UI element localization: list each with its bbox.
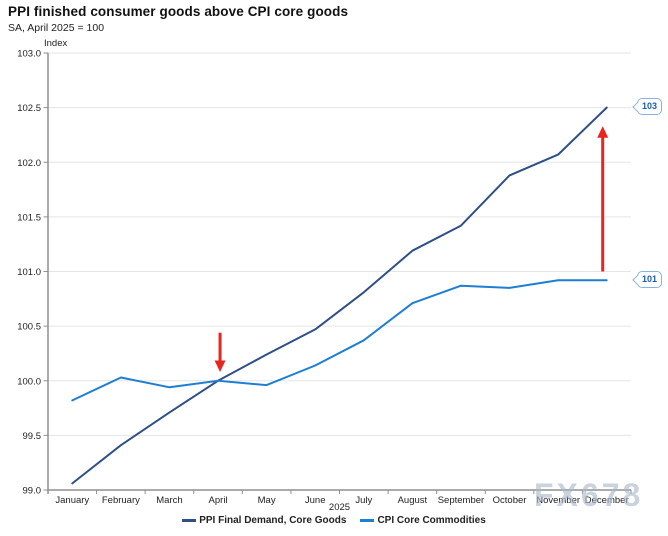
y-tick-label: 102.5	[17, 103, 41, 114]
ppi-end-value-callout: 103	[637, 98, 663, 116]
down-arrow-head	[214, 360, 226, 373]
x-tick-label: February	[102, 495, 140, 506]
legend-item-ppi: PPI Final Demand, Core Goods	[182, 515, 346, 526]
chart-title: PPI finished consumer goods above CPI co…	[8, 4, 349, 19]
up-arrow-head	[597, 126, 609, 138]
x-tick-label: April	[209, 495, 228, 506]
ppi-line-swatch	[182, 519, 197, 522]
cpi-series-line	[71, 279, 608, 402]
cpi-line-swatch	[360, 519, 375, 522]
legend-item-cpi: CPI Core Commodities	[360, 515, 486, 526]
y-tick-label: 101.0	[17, 267, 41, 278]
cpi-end-value-callout: 101	[637, 270, 663, 288]
y-tick-label: 99.5	[23, 431, 42, 442]
ppi-legend-label: PPI Final Demand, Core Goods	[199, 515, 347, 526]
ppi-series-line	[71, 106, 608, 485]
x-tick-label: June	[305, 495, 326, 506]
x-tick-label: October	[493, 495, 527, 506]
y-axis-title: Index	[44, 38, 68, 49]
x-tick-label: November	[536, 495, 580, 506]
y-tick-label: 100.0	[17, 376, 41, 387]
x-tick-label: July	[355, 495, 372, 506]
x-tick-label: December	[585, 495, 629, 506]
y-tick-label: 99.0	[23, 486, 42, 497]
cpi-legend-label: CPI Core Commodities	[377, 515, 486, 526]
x-tick-label: March	[156, 495, 182, 506]
x-axis-year-label: 2025	[328, 502, 351, 513]
x-tick-label: January	[55, 495, 89, 506]
y-tick-label: 102.0	[17, 158, 41, 169]
x-tick-label: May	[258, 495, 276, 506]
x-tick-label: September	[438, 495, 484, 506]
y-tick-label: 100.5	[17, 322, 41, 333]
y-tick-label: 101.5	[17, 212, 41, 223]
watermark: FX678	[534, 477, 644, 513]
x-tick-label: August	[398, 495, 428, 506]
y-tick-label: 103.0	[17, 49, 41, 60]
chart-subtitle: SA, April 2025 = 100	[8, 22, 105, 34]
legend: PPI Final Demand, Core Goods CPI Core Co…	[0, 515, 668, 526]
